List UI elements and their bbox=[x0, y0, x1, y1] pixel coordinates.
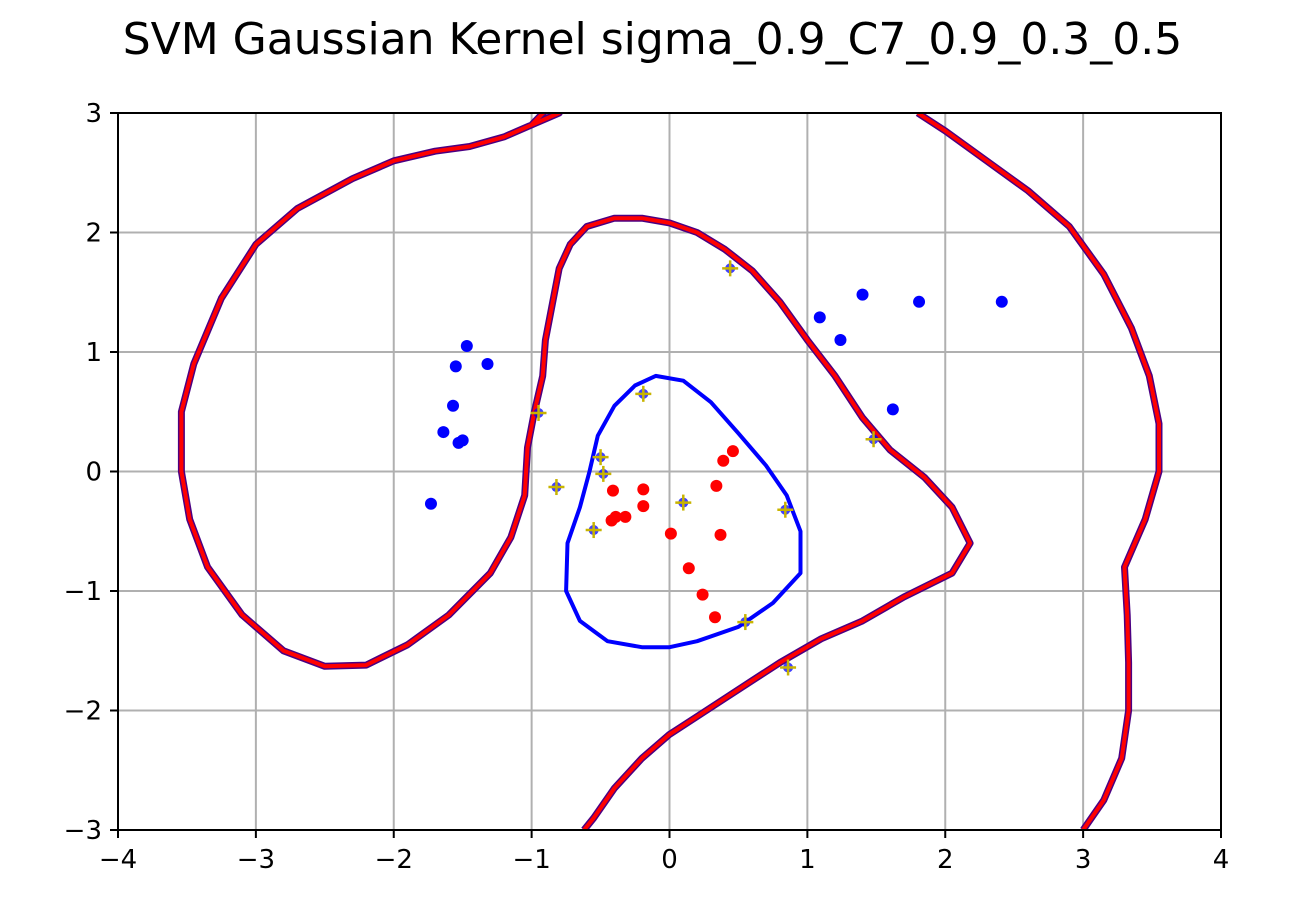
y-tick-label: 0 bbox=[85, 458, 102, 488]
y-tick-label: 2 bbox=[85, 219, 102, 249]
support-vector-marker bbox=[722, 260, 739, 277]
data-point bbox=[696, 588, 709, 601]
x-tick-label: −3 bbox=[237, 845, 275, 875]
support-vector-marker bbox=[530, 404, 547, 421]
data-point bbox=[726, 445, 739, 458]
decision-boundaries bbox=[177, 113, 1163, 830]
data-point bbox=[813, 311, 826, 324]
data-point bbox=[449, 360, 462, 373]
decision-boundary-right bbox=[916, 113, 1161, 830]
data-point bbox=[637, 483, 650, 496]
data-point bbox=[424, 497, 437, 510]
data-points bbox=[424, 288, 1008, 624]
support-vector-marker bbox=[548, 479, 565, 496]
data-point bbox=[437, 426, 450, 439]
support-vector-marker bbox=[737, 614, 754, 631]
x-tick-label: 1 bbox=[799, 845, 816, 875]
x-tick-label: −2 bbox=[375, 845, 413, 875]
data-point bbox=[714, 528, 727, 541]
x-axis-ticks: −4 −3 −2 −1 0 1 2 3 4 bbox=[99, 830, 1229, 875]
x-tick-label: 0 bbox=[661, 845, 678, 875]
data-point bbox=[995, 295, 1008, 308]
data-point bbox=[834, 334, 847, 347]
support-vector-marker bbox=[592, 449, 609, 466]
data-point bbox=[637, 500, 650, 513]
data-point bbox=[456, 434, 469, 447]
data-point bbox=[609, 510, 622, 523]
support-vector-marker bbox=[595, 465, 612, 482]
x-tick-label: 3 bbox=[1075, 845, 1092, 875]
data-point bbox=[710, 479, 723, 492]
data-point bbox=[619, 510, 632, 523]
data-point bbox=[606, 484, 619, 497]
data-point bbox=[856, 288, 869, 301]
data-point bbox=[664, 527, 677, 540]
y-axis-ticks: −3 −2 −1 0 1 2 3 bbox=[64, 99, 118, 846]
x-tick-label: 4 bbox=[1213, 845, 1230, 875]
x-tick-label: −1 bbox=[512, 845, 550, 875]
support-vector-marker bbox=[865, 431, 882, 448]
support-vector-marker bbox=[780, 659, 797, 676]
x-tick-label: −4 bbox=[99, 845, 137, 875]
support-vector-marker bbox=[675, 494, 692, 511]
data-point bbox=[481, 357, 494, 370]
y-tick-label: −3 bbox=[64, 816, 102, 846]
data-point bbox=[913, 295, 926, 308]
data-point bbox=[447, 399, 460, 412]
data-point bbox=[886, 403, 899, 416]
data-point bbox=[682, 562, 695, 575]
decision-boundary-left bbox=[179, 113, 973, 830]
decision-boundary-left-edge bbox=[177, 113, 974, 830]
support-vector-marker bbox=[777, 501, 794, 518]
x-tick-label: 2 bbox=[937, 845, 954, 875]
data-point bbox=[717, 454, 730, 467]
data-point bbox=[460, 340, 473, 353]
y-tick-label: −2 bbox=[64, 697, 102, 727]
chart-title: SVM Gaussian Kernel sigma_0.9_C7_0.9_0.3… bbox=[122, 14, 1183, 65]
y-tick-label: 1 bbox=[85, 338, 102, 368]
data-point bbox=[708, 611, 721, 624]
decision-boundary-inner bbox=[564, 373, 803, 650]
support-vector-marker bbox=[635, 385, 652, 402]
y-tick-label: −1 bbox=[64, 577, 102, 607]
support-vector-markers bbox=[530, 260, 882, 676]
support-vector-marker bbox=[585, 522, 602, 539]
y-tick-label: 3 bbox=[85, 99, 102, 129]
